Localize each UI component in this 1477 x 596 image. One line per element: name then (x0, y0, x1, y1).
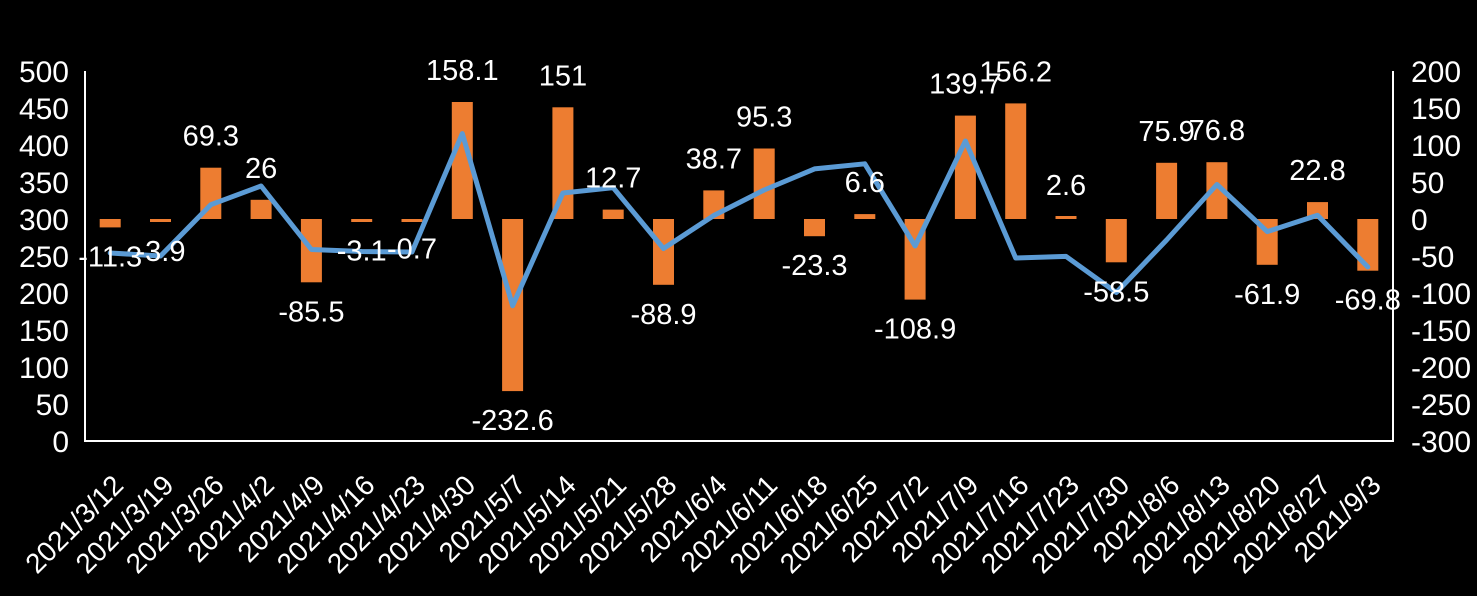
svg-text:500: 500 (19, 56, 69, 89)
svg-text:-100: -100 (1411, 278, 1471, 311)
svg-text:22.8: 22.8 (1289, 155, 1345, 187)
svg-text:250: 250 (19, 241, 69, 274)
svg-text:50: 50 (1411, 167, 1444, 200)
svg-text:-61.9: -61.9 (1234, 279, 1300, 311)
svg-text:150: 150 (1411, 93, 1461, 126)
svg-text:150: 150 (19, 315, 69, 348)
svg-text:-300: -300 (1411, 426, 1471, 459)
svg-text:200: 200 (19, 278, 69, 311)
svg-text:2.6: 2.6 (1046, 170, 1086, 202)
svg-text:75.9: 75.9 (1138, 116, 1194, 148)
svg-text:200: 200 (1411, 56, 1461, 89)
svg-text:151: 151 (539, 60, 587, 92)
svg-text:-232.6: -232.6 (471, 405, 553, 437)
svg-text:-250: -250 (1411, 389, 1471, 422)
svg-text:139.7: 139.7 (929, 69, 1002, 101)
svg-text:0: 0 (1411, 204, 1428, 237)
svg-text:-200: -200 (1411, 352, 1471, 385)
svg-text:156.2: 156.2 (979, 56, 1052, 88)
svg-text:12.7: 12.7 (585, 163, 641, 195)
svg-text:-150: -150 (1411, 315, 1471, 348)
svg-text:-3.1: -3.1 (337, 235, 387, 267)
svg-text:100: 100 (1411, 130, 1461, 163)
svg-text:26: 26 (245, 153, 277, 185)
svg-text:350: 350 (19, 167, 69, 200)
svg-text:-88.9: -88.9 (630, 299, 696, 331)
svg-text:-58.5: -58.5 (1083, 276, 1149, 308)
svg-text:400: 400 (19, 130, 69, 163)
svg-text:-0.7: -0.7 (387, 234, 437, 266)
svg-text:-50: -50 (1411, 241, 1454, 274)
svg-text:6.6: 6.6 (845, 167, 885, 199)
svg-text:0: 0 (52, 426, 69, 459)
svg-text:-23.3: -23.3 (781, 250, 847, 282)
svg-text:-69.8: -69.8 (1335, 285, 1401, 317)
svg-text:-11.3: -11.3 (78, 241, 142, 273)
svg-text:-108.9: -108.9 (874, 314, 956, 346)
svg-text:38.7: 38.7 (686, 143, 742, 175)
svg-text:100: 100 (19, 352, 69, 385)
svg-text:50: 50 (36, 389, 69, 422)
svg-text:95.3: 95.3 (736, 102, 792, 134)
svg-text:69.3: 69.3 (183, 121, 239, 153)
svg-text:76.8: 76.8 (1189, 115, 1245, 147)
svg-text:-85.5: -85.5 (278, 296, 344, 328)
svg-text:-3.9: -3.9 (136, 236, 186, 268)
svg-text:300: 300 (19, 204, 69, 237)
svg-text:158.1: 158.1 (426, 55, 499, 87)
svg-text:450: 450 (19, 93, 69, 126)
